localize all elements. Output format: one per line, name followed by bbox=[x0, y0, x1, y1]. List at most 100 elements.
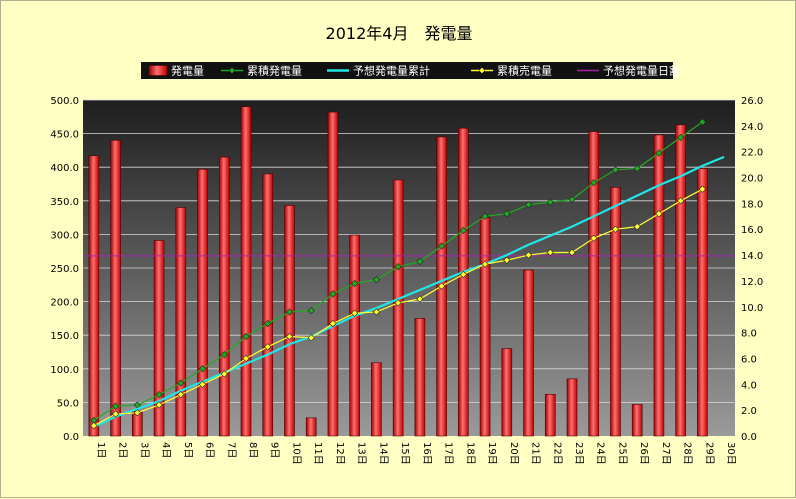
series-point-累積発電量 bbox=[394, 263, 402, 271]
series-point-累積売電量 bbox=[220, 370, 228, 378]
series-point-累積売電量 bbox=[307, 334, 315, 342]
x-tick-label: 9日 bbox=[269, 442, 280, 458]
x-tick-label: 18日 bbox=[464, 442, 475, 465]
legend: 発電量 累積発電量 予想発電量累計 累積売電量 予想発電量日割 bbox=[141, 62, 680, 79]
series-point-累積発電量 bbox=[677, 133, 685, 142]
series-point-累積売電量 bbox=[590, 234, 598, 242]
series-point-累積売電量 bbox=[351, 309, 359, 317]
bar-発電量 bbox=[197, 168, 208, 437]
series-point-累積発電量 bbox=[611, 166, 620, 174]
bar-発電量 bbox=[392, 179, 404, 437]
series-point-累積発電量 bbox=[111, 402, 120, 410]
series-point-累積売電量 bbox=[546, 248, 554, 257]
x-tick-label: 11日 bbox=[312, 442, 323, 465]
y-left-tick-label: 200.0 bbox=[50, 298, 79, 309]
series-point-累積発電量 bbox=[242, 332, 250, 341]
series-point-累積発電量 bbox=[459, 226, 467, 235]
series-point-累積発電量 bbox=[351, 279, 359, 288]
series-point-累積発電量 bbox=[633, 164, 641, 173]
series-point-累積発電量 bbox=[546, 198, 554, 206]
series-point-累積発電量 bbox=[372, 276, 381, 284]
x-tick-label: 30日 bbox=[725, 442, 736, 465]
x-tick-label: 14日 bbox=[377, 442, 388, 465]
legend-swatch-発電量 bbox=[148, 65, 168, 76]
series-point-累積売電量 bbox=[459, 270, 467, 279]
series-point-累積発電量 bbox=[524, 201, 533, 209]
x-tick-label: 8日 bbox=[247, 442, 258, 458]
bar-発電量 bbox=[284, 205, 295, 437]
bar-発電量 bbox=[218, 156, 230, 437]
y-right-tick-label: 12.0 bbox=[741, 277, 763, 288]
x-tick-label: 15日 bbox=[399, 442, 410, 465]
x-tick-label: 4日 bbox=[160, 442, 171, 458]
series-point-累積発電量 bbox=[177, 379, 185, 387]
bar-発電量 bbox=[240, 106, 252, 437]
bar-発電量 bbox=[349, 234, 360, 437]
series-point-累積発電量 bbox=[503, 210, 511, 218]
series-point-累積発電量 bbox=[264, 319, 272, 328]
x-tick-label: 23日 bbox=[573, 442, 584, 465]
legend-label: 発電量 bbox=[171, 64, 204, 78]
y-left-tick-label: 100.0 bbox=[50, 365, 79, 376]
y-right-tick-label: 22.0 bbox=[741, 148, 763, 159]
x-tick-label: 5日 bbox=[182, 442, 193, 458]
y-right-tick-label: 0.0 bbox=[741, 432, 757, 443]
series-point-累積売電量 bbox=[677, 197, 685, 205]
series-point-累積売電量 bbox=[242, 354, 250, 363]
x-tick-label: 24日 bbox=[595, 442, 606, 465]
series-point-累積売電量 bbox=[611, 225, 620, 233]
series-point-累積売電量 bbox=[90, 422, 98, 430]
series-point-累積売電量 bbox=[698, 185, 707, 193]
y-right-tick-label: 2.0 bbox=[741, 406, 757, 417]
bar-発電量 bbox=[327, 111, 339, 437]
y-right-tick-label: 14.0 bbox=[741, 251, 763, 262]
bar-発電量 bbox=[675, 124, 686, 437]
x-tick-label: 22日 bbox=[551, 442, 562, 465]
x-tick-label: 16日 bbox=[421, 442, 432, 465]
series-point-累積売電量 bbox=[481, 260, 489, 268]
y-right-tick-label: 8.0 bbox=[741, 329, 757, 340]
series-point-累積発電量 bbox=[220, 350, 228, 359]
x-tick-label: 3日 bbox=[138, 442, 149, 458]
x-tick-label: 7日 bbox=[225, 442, 236, 458]
series-point-累積売電量 bbox=[524, 251, 533, 259]
y-left-tick-label: 500.0 bbox=[50, 96, 79, 107]
bar-発電量 bbox=[566, 378, 578, 437]
series-point-累積発電量 bbox=[416, 257, 424, 266]
y-right-tick-label: 26.0 bbox=[741, 96, 763, 107]
y-right-tick-label: 20.0 bbox=[741, 174, 763, 185]
legend-label: 累積発電量 bbox=[247, 64, 302, 78]
bar-発電量 bbox=[523, 269, 534, 437]
x-tick-label: 26日 bbox=[638, 442, 649, 465]
legend-label: 予想発電量累計 bbox=[353, 64, 430, 78]
series-point-累積売電量 bbox=[198, 380, 207, 388]
x-tick-label: 29日 bbox=[703, 442, 714, 465]
x-tick-label: 6日 bbox=[204, 442, 215, 458]
series-point-累積売電量 bbox=[155, 401, 163, 409]
bar-発電量 bbox=[631, 404, 643, 437]
series-point-累積売電量 bbox=[329, 319, 337, 328]
x-tick-label: 13日 bbox=[356, 442, 367, 465]
series-point-累積発電量 bbox=[590, 179, 598, 187]
bar-発電量 bbox=[501, 348, 513, 437]
y-right-tick-label: 4.0 bbox=[741, 380, 757, 391]
y-left-tick-label: 400.0 bbox=[50, 163, 79, 174]
series-point-累積売電量 bbox=[568, 248, 576, 257]
bar-発電量 bbox=[110, 140, 121, 437]
series-point-累積売電量 bbox=[503, 256, 511, 264]
series-point-累積発電量 bbox=[481, 212, 489, 220]
series-point-累積発電量 bbox=[655, 149, 663, 157]
bar-発電量 bbox=[175, 207, 187, 437]
series-point-累積売電量 bbox=[133, 409, 141, 417]
y-right-tick-label: 10.0 bbox=[741, 303, 763, 314]
series-point-累積売電量 bbox=[633, 223, 641, 231]
series-point-累積発電量 bbox=[437, 242, 446, 250]
y-right-tick-label: 24.0 bbox=[741, 122, 763, 133]
legend-label: 予想発電量日割 bbox=[603, 64, 680, 78]
y-left-tick-label: 0.0 bbox=[63, 432, 79, 443]
y-left-tick-label: 150.0 bbox=[50, 331, 79, 342]
y-left-tick-label: 450.0 bbox=[50, 130, 79, 141]
legend-label: 累積売電量 bbox=[497, 64, 552, 78]
